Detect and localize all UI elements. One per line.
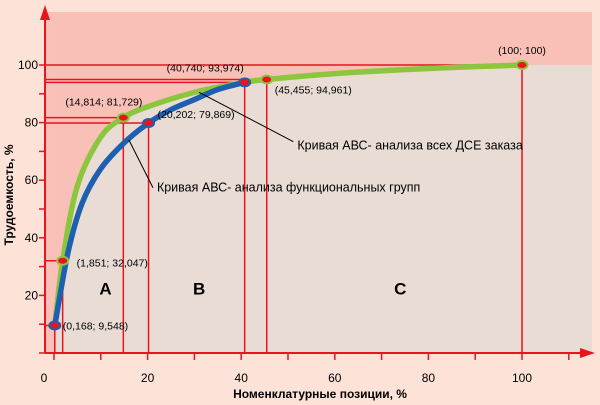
x-tick-label: 40 [235, 371, 249, 385]
guide-lines-layer [45, 64, 523, 353]
data-point-marker [238, 77, 252, 88]
data-point-marker [48, 320, 62, 331]
plot-area-layer [45, 12, 592, 353]
y-tick-label: 80 [25, 116, 39, 130]
upper-region [54, 12, 592, 326]
annotation-leader-line [198, 91, 294, 143]
point-label: (0,168; 9,548) [63, 321, 128, 333]
annotation-leader-line [128, 139, 154, 188]
blue-series-line [52, 79, 248, 329]
axes-layer: 0 20 40 60 80 100 20 40 60 80 100 Номенклатурные по… [2, 5, 595, 401]
x-tick-label: 80 [422, 371, 436, 385]
y-axis-arrow [40, 5, 50, 20]
y-tick-label: 100 [18, 58, 38, 72]
zone-label: A [99, 279, 111, 298]
point-label: (45,455; 94,961) [275, 85, 352, 97]
x-axis-title: Номенклатурные позиции, % [233, 387, 407, 401]
x-axis-arrow [580, 348, 595, 358]
green-series-line [52, 62, 525, 329]
point-label: (20,202; 79,869) [158, 109, 235, 121]
x-tick-label: 100 [512, 371, 532, 385]
point-label: (100; 100) [498, 45, 546, 57]
y-axis-title: Трудоемкость, % [2, 144, 16, 245]
y-tick-label: 40 [25, 231, 39, 245]
data-point-marker [142, 117, 156, 128]
annotation-text: Кривая АВС- анализа всех ДСЕ заказа [297, 139, 522, 153]
labels-layer: (0,168; 9,548) (1,851; 32,047) (14,814; 81… [63, 45, 546, 333]
y-tick-label: 20 [25, 288, 39, 302]
data-point-marker [56, 255, 70, 266]
y-tick-label: 60 [25, 173, 39, 187]
zone-label: C [394, 279, 406, 298]
series-layer [48, 60, 529, 331]
left-region [45, 12, 55, 353]
data-point-marker [260, 74, 274, 85]
annotation-text: Кривая АВС- анализа функциональных групп [157, 181, 420, 195]
data-point-marker [116, 112, 130, 123]
x-tick-label: 60 [328, 371, 342, 385]
x-tick-label: 20 [141, 371, 155, 385]
data-point-marker [515, 60, 529, 70]
zone-label: B [193, 279, 205, 298]
point-label: (1,851; 32,047) [77, 258, 148, 270]
point-label: (40,740; 93,974) [167, 62, 244, 74]
point-label: (14,814; 81,729) [65, 97, 142, 109]
x-tick-label: 0 [41, 371, 48, 385]
